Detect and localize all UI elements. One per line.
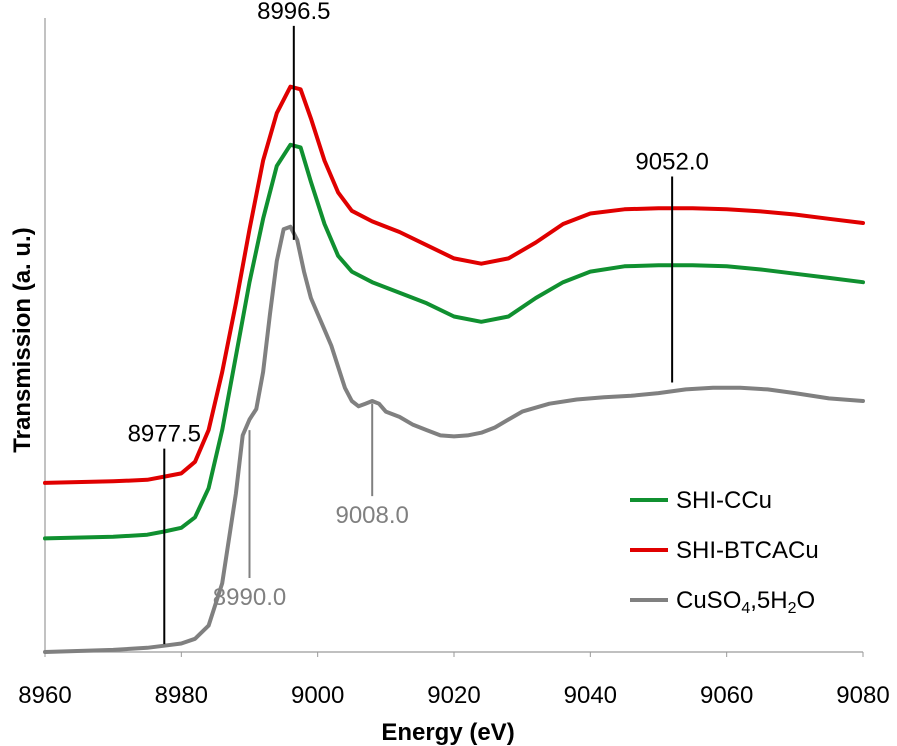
x-tick-label: 9080 xyxy=(836,682,889,709)
legend-label: SHI-BTCACu xyxy=(676,537,819,564)
series-layer xyxy=(43,84,865,654)
series-line-cuso4-5h2o xyxy=(43,224,865,654)
x-tick-label: 9020 xyxy=(427,682,480,709)
annotation-label: 8996.5 xyxy=(257,0,330,25)
x-tick-label: 8960 xyxy=(18,682,71,709)
x-axis-title: Energy (eV) xyxy=(381,719,514,746)
axes: 8960 8980 9000 9020 9040 9060 9080 xyxy=(18,18,890,709)
x-tick-label: 9000 xyxy=(291,682,344,709)
annotation-label: 9008.0 xyxy=(335,502,408,529)
legend: SHI-CCu SHI-BTCACu CuSO4,5H2O xyxy=(630,487,819,617)
annotation-label: 8990.0 xyxy=(213,584,286,611)
x-tick-label: 9040 xyxy=(564,682,617,709)
y-axis-title: Transmission (a. u.) xyxy=(9,227,36,452)
x-tick-label: 9060 xyxy=(700,682,753,709)
legend-label: SHI-CCu xyxy=(676,487,772,514)
x-tick-label: 8980 xyxy=(155,682,208,709)
annotation-layer: 8996.5 9052.0 8977.5 9008.0 8990.0 xyxy=(128,0,709,645)
series-line-shi-btcacu xyxy=(43,84,865,485)
series-line-shi-ccu xyxy=(43,142,865,541)
legend-label: CuSO4,5H2O xyxy=(676,587,815,617)
annotation-label: 9052.0 xyxy=(635,149,708,176)
annotation-label: 8977.5 xyxy=(128,421,201,448)
